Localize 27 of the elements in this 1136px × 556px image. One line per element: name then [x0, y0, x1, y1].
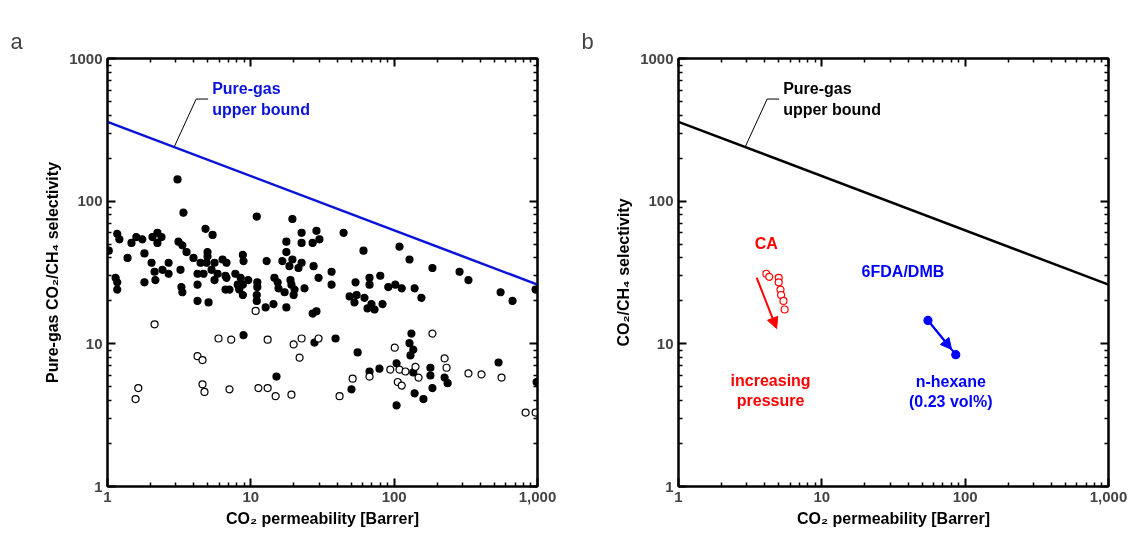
x-tick-label: 1,000 — [518, 487, 557, 505]
y-tick-label: 100 — [648, 192, 674, 210]
y-tick-label: 1000 — [69, 49, 103, 67]
annotation: increasing pressure — [730, 371, 811, 410]
point — [774, 278, 783, 287]
y-axis-title: Pure-gas CO₂/CH₄ selectivity — [44, 161, 62, 384]
series-label: CA — [754, 234, 779, 252]
y-axis-title: CO₂/CH₄ selectivity — [615, 198, 633, 347]
text: Pure-gas upper bound — [212, 80, 310, 118]
x-tick-label: 10 — [242, 487, 260, 505]
y-tick-label: 10 — [656, 334, 674, 352]
x-tick-label: 10 — [813, 487, 831, 505]
legend-label: Pure-gas upper bound — [783, 80, 881, 118]
x-axis-title: CO₂ permeability [Barrer] — [797, 509, 990, 527]
x-tick-label: 100 — [952, 487, 978, 505]
y-tick-label: 10 — [85, 334, 103, 352]
chart-title: a — [10, 28, 24, 54]
y-tick-label: 1000 — [640, 49, 674, 67]
point — [779, 296, 788, 305]
x-axis-title: CO₂ permeability [Barrer] — [226, 509, 419, 527]
text: 6FDA/DMB — [861, 263, 945, 281]
annotation: n-hexane (0.23 vol%) — [908, 372, 993, 411]
x-tick-label: 100 — [381, 487, 407, 505]
point — [780, 305, 789, 314]
x-tick-label: 1,000 — [1089, 487, 1128, 505]
y-tick-label: 100 — [77, 192, 103, 210]
chart-title: b — [581, 28, 594, 54]
